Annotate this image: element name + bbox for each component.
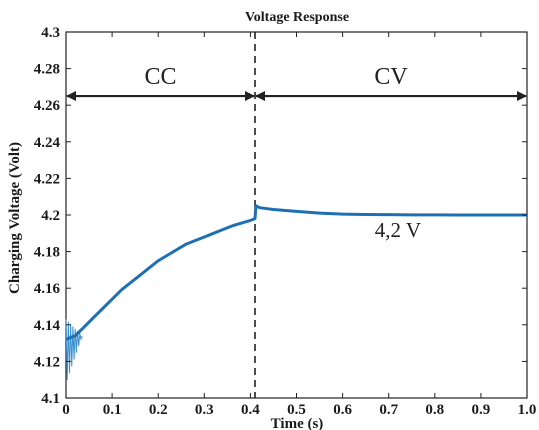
x-tick-label: 0.4 xyxy=(241,402,260,418)
y-axis-label: Charging Voltage (Volt) xyxy=(7,142,23,294)
x-tick-label: 0.9 xyxy=(472,402,491,418)
y-tick-label: 4.14 xyxy=(34,318,61,334)
y-tick-label: 4.1 xyxy=(41,391,60,407)
x-tick-label: 1.0 xyxy=(518,402,537,418)
x-tick-label: 0.2 xyxy=(149,402,168,418)
y-tick-label: 4.3 xyxy=(41,25,60,41)
y-tick-label: 4.18 xyxy=(34,245,60,261)
voltage-annotation: 4,2 V xyxy=(375,218,421,242)
plot-area: CC CV 4,2 V xyxy=(65,31,528,399)
y-tick-label: 4.12 xyxy=(34,354,60,370)
y-tick-label: 4.24 xyxy=(34,135,61,151)
y-tick-label: 4.2 xyxy=(41,208,60,224)
y-tick-label: 4.22 xyxy=(34,171,60,187)
y-axis: 4.1 4.12 4.14 4.16 4.18 4.2 4.22 4.24 4.26 4.28 4.… xyxy=(34,25,527,407)
x-tick-label: 0.6 xyxy=(333,402,352,418)
x-tick-label: 0 xyxy=(62,402,70,418)
x-tick-label: 0.5 xyxy=(287,402,306,418)
x-axis-label: Time (s) xyxy=(271,416,324,430)
y-tick-label: 4.26 xyxy=(34,98,61,114)
y-tick-label: 4.16 xyxy=(34,281,61,297)
chart-title: Voltage Response xyxy=(245,10,349,25)
initial-oscillation xyxy=(65,319,83,380)
y-tick-label: 4.28 xyxy=(34,62,60,78)
x-tick-label: 0.1 xyxy=(103,402,122,418)
region-label: CV xyxy=(374,64,408,90)
voltage-line xyxy=(65,204,527,341)
x-tick-label: 0.7 xyxy=(379,402,398,418)
region-label: CC xyxy=(144,64,176,90)
x-tick-label: 0.3 xyxy=(195,402,214,418)
x-axis: 0 0.1 0.2 0.3 0.4 0.5 0.6 0.7 0.8 0.9 1.0 xyxy=(62,32,536,418)
x-tick-label: 0.8 xyxy=(425,402,444,418)
